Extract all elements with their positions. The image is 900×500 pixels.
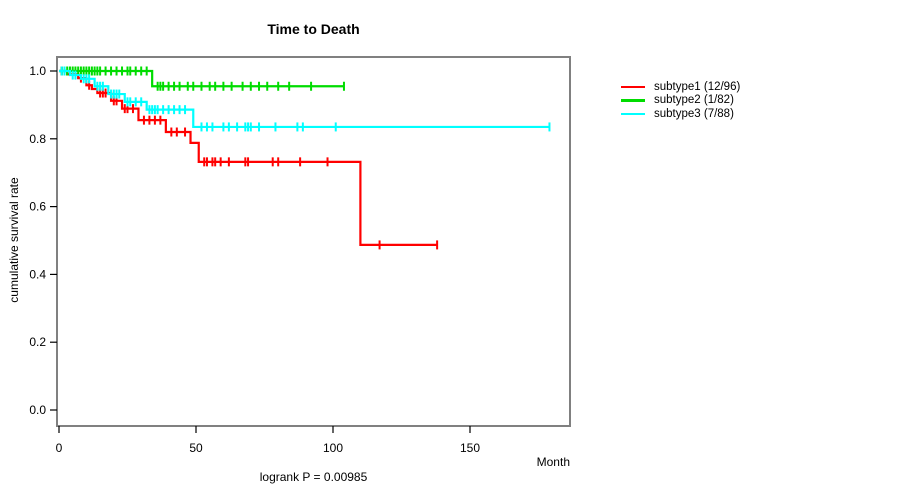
x-axis-tick-label: 150 (460, 441, 480, 455)
x-axis-tick-label: 50 (189, 441, 203, 455)
y-axis-tick-label: 0.6 (29, 200, 46, 214)
y-axis-tick-label: 0.4 (29, 267, 46, 281)
legend: subtype1 (12/96) subtype2 (1/82) subtype… (621, 80, 740, 121)
legend-item-subtype1: subtype1 (12/96) (621, 80, 740, 94)
legend-label-subtype2: subtype2 (1/82) (654, 94, 734, 107)
subtype3-line-swatch (621, 112, 645, 115)
y-axis-tick-label: 1.0 (29, 64, 46, 78)
legend-item-subtype2: subtype2 (1/82) (621, 94, 740, 108)
plot-box (56, 56, 571, 427)
y-axis-tick-label: 0.2 (29, 335, 46, 349)
legend-item-subtype3: subtype3 (7/88) (621, 107, 740, 121)
x-axis-tick-label: 0 (56, 441, 63, 455)
x-axis-tick-label: 100 (323, 441, 343, 455)
legend-label-subtype3: subtype3 (7/88) (654, 107, 734, 120)
subtype2-line-swatch (621, 99, 645, 102)
logrank-annotation: logrank P = 0.00985 (259, 470, 368, 484)
legend-label-subtype1: subtype1 (12/96) (654, 80, 741, 93)
y-axis-tick-label: 0.8 (29, 132, 46, 146)
y-axis-tick-label: 0.0 (29, 403, 46, 417)
subtype1-line-swatch (621, 85, 645, 88)
chart-title: Time to Death (267, 21, 360, 37)
x-axis-label: Month (536, 455, 570, 469)
survival-curve-subtype3 (59, 69, 550, 129)
